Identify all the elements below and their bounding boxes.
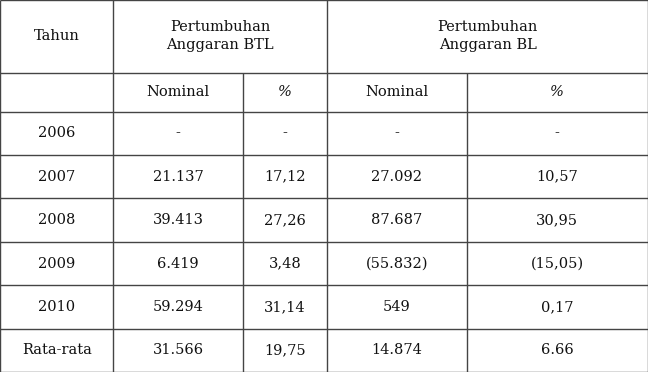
Text: 14.874: 14.874 [371,343,422,357]
Text: %: % [278,85,292,99]
Text: -: - [176,126,181,140]
Text: (55.832): (55.832) [365,257,428,270]
Text: Tahun: Tahun [34,29,80,43]
Text: Pertumbuhan
Anggaran BTL: Pertumbuhan Anggaran BTL [167,20,274,52]
Text: 30,95: 30,95 [537,213,578,227]
Text: 2007: 2007 [38,170,75,184]
Text: Rata-rata: Rata-rata [22,343,91,357]
Text: 31.566: 31.566 [153,343,203,357]
Text: 2006: 2006 [38,126,75,140]
Text: -: - [283,126,288,140]
Text: 59.294: 59.294 [153,300,203,314]
Text: -: - [395,126,399,140]
Text: 10,57: 10,57 [537,170,578,184]
Text: 0,17: 0,17 [541,300,573,314]
Text: Nominal: Nominal [365,85,428,99]
Text: 39.413: 39.413 [153,213,203,227]
Text: 27,26: 27,26 [264,213,306,227]
Text: 19,75: 19,75 [264,343,306,357]
Text: 31,14: 31,14 [264,300,306,314]
Text: 21.137: 21.137 [153,170,203,184]
Text: 549: 549 [383,300,411,314]
Text: 2009: 2009 [38,257,75,270]
Text: Nominal: Nominal [146,85,210,99]
Text: 3,48: 3,48 [269,257,301,270]
Text: (15,05): (15,05) [531,257,584,270]
Text: 2010: 2010 [38,300,75,314]
Text: -: - [555,126,560,140]
Text: 2008: 2008 [38,213,75,227]
Text: Pertumbuhan
Anggaran BL: Pertumbuhan Anggaran BL [437,20,538,52]
Text: 87.687: 87.687 [371,213,422,227]
Text: 27.092: 27.092 [371,170,422,184]
Text: 6.419: 6.419 [157,257,199,270]
Text: %: % [550,85,564,99]
Text: 17,12: 17,12 [264,170,306,184]
Text: 6.66: 6.66 [541,343,573,357]
